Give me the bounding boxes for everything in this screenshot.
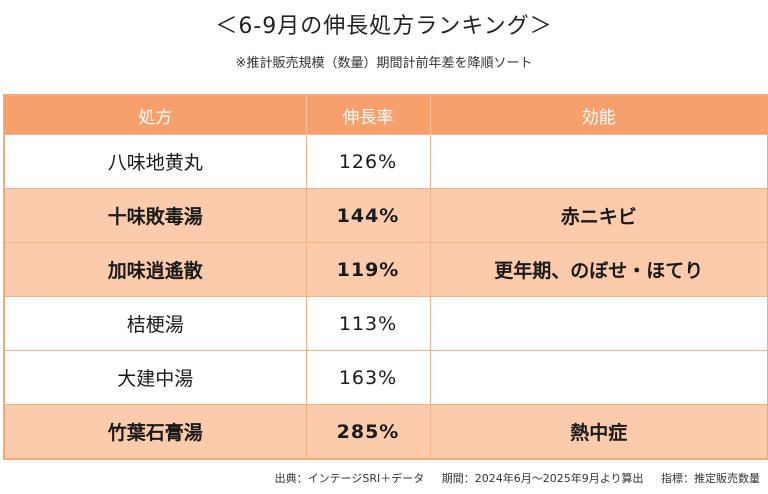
footer-metric: 指標：推定販売数量 — [661, 472, 760, 485]
growth-rate-cell: 144% — [305, 188, 431, 243]
growth-rate-cell: 119% — [305, 242, 431, 297]
growth-rate-cell: 285% — [305, 404, 431, 460]
growth-rate-cell: 113% — [305, 296, 431, 351]
page-title: ＜6-9月の伸長処方ランキング＞ — [215, 14, 553, 39]
effect-cell: 更年期、のぼせ・ほてり — [429, 242, 768, 297]
footer-source: 出典：インテージSRI＋データ — [274, 472, 425, 485]
page-subtitle: ※推計販売規模（数量）期間計前年差を降順ソート — [235, 56, 533, 71]
table-row-highlighted: 加味逍遙散 119% 更年期、のぼせ・ほてり — [3, 242, 768, 297]
column-header-formula: 処方 — [3, 95, 307, 135]
effect-cell: 赤ニキビ — [429, 188, 768, 243]
footer-note: 出典：インテージSRI＋データ 期間：2024年6月～2025年9月より算出 指… — [275, 470, 760, 486]
effect-cell — [429, 296, 768, 351]
footer-period: 期間：2024年6月～2025年9月より算出 — [441, 472, 644, 485]
table-row-highlighted: 十味敗毒湯 144% 赤ニキビ — [3, 188, 768, 243]
growth-rate-cell: 126% — [305, 134, 431, 189]
table-row-highlighted: 竹葉石膏湯 285% 熱中症 — [3, 404, 768, 460]
formula-cell: 竹葉石膏湯 — [3, 404, 307, 460]
formula-cell: 加味逍遙散 — [3, 242, 307, 297]
ranking-table: 処方 伸長率 効能 八味地黄丸 126% 十味敗毒湯 144% 赤ニキビ 加味逍… — [3, 94, 768, 460]
table-row: 八味地黄丸 126% — [3, 134, 768, 189]
table-header-row: 処方 伸長率 効能 — [3, 95, 768, 135]
formula-cell: 大建中湯 — [3, 350, 307, 405]
table-row: 桔梗湯 113% — [3, 296, 768, 351]
growth-rate-cell: 163% — [305, 350, 431, 405]
formula-cell: 八味地黄丸 — [3, 134, 307, 189]
table-row: 大建中湯 163% — [3, 350, 768, 405]
column-header-effect: 効能 — [429, 95, 768, 135]
effect-cell — [429, 134, 768, 189]
effect-cell: 熱中症 — [429, 404, 768, 460]
formula-cell: 十味敗毒湯 — [3, 188, 307, 243]
effect-cell — [429, 350, 768, 405]
column-header-growth-rate: 伸長率 — [305, 95, 431, 135]
formula-cell: 桔梗湯 — [3, 296, 307, 351]
